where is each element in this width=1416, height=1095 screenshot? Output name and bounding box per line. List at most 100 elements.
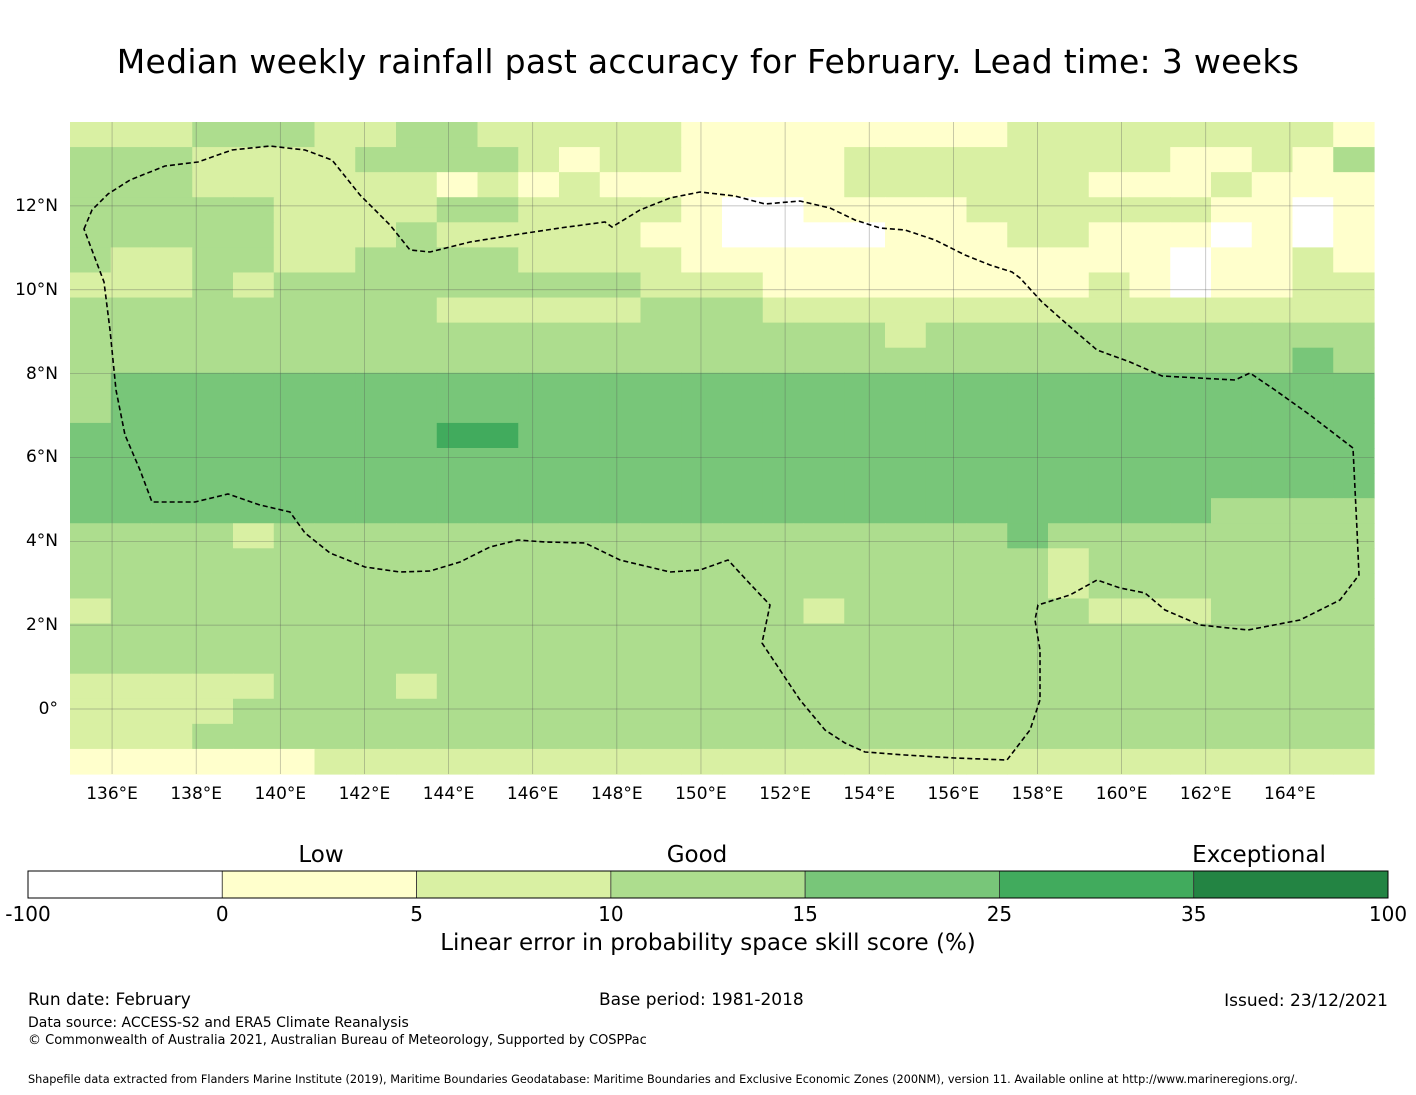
grid-cell bbox=[110, 297, 153, 324]
grid-cell bbox=[192, 573, 234, 600]
grid-cell bbox=[844, 698, 886, 725]
grid-cell bbox=[151, 448, 193, 474]
grid-cell bbox=[925, 197, 968, 223]
grid-cell bbox=[1211, 573, 1253, 600]
grid-cell bbox=[355, 272, 397, 299]
grid-cell bbox=[762, 422, 805, 449]
grid-cell bbox=[1251, 347, 1294, 374]
grid-cell bbox=[1088, 723, 1131, 750]
grid-cell bbox=[110, 648, 153, 675]
grid-cell bbox=[396, 523, 438, 549]
grid-cell bbox=[762, 247, 805, 274]
grid-cell bbox=[925, 347, 968, 374]
grid-cell bbox=[314, 322, 356, 349]
grid-cell bbox=[559, 673, 601, 700]
grid-cell bbox=[436, 347, 479, 374]
grid-cell bbox=[314, 122, 356, 148]
grid-cell bbox=[1211, 698, 1253, 725]
grid-cell bbox=[192, 498, 234, 524]
grid-cell bbox=[70, 473, 112, 499]
grid-cell bbox=[803, 372, 845, 399]
grid-cell bbox=[396, 573, 438, 600]
grid-cell bbox=[518, 573, 560, 600]
grid-cell bbox=[70, 448, 112, 474]
longitude-tick-label: 136°E bbox=[86, 784, 138, 804]
grid-cell bbox=[844, 272, 886, 299]
grid-cell bbox=[762, 297, 805, 324]
grid-cell bbox=[1170, 573, 1212, 600]
grid-cell bbox=[803, 147, 845, 173]
grid-cell bbox=[559, 723, 601, 750]
grid-cell bbox=[1048, 372, 1090, 399]
grid-cell bbox=[233, 147, 275, 173]
grid-cell bbox=[518, 297, 560, 324]
grid-cell bbox=[722, 598, 764, 625]
grid-cell bbox=[966, 723, 1008, 750]
grid-cell bbox=[844, 523, 886, 549]
grid-cell bbox=[640, 122, 682, 148]
grid-cell bbox=[722, 648, 764, 675]
grid-cell bbox=[762, 272, 805, 299]
grid-cell bbox=[640, 523, 682, 549]
grid-cell bbox=[681, 498, 723, 524]
grid-cell bbox=[885, 448, 927, 474]
longitude-tick-label: 140°E bbox=[254, 784, 307, 804]
grid-cell bbox=[1333, 222, 1375, 248]
grid-cell bbox=[314, 473, 356, 499]
grid-cell bbox=[559, 197, 601, 223]
grid-cell bbox=[477, 222, 519, 248]
grid-cell bbox=[1251, 247, 1294, 274]
grid-cell bbox=[844, 172, 886, 198]
grid-cell bbox=[192, 648, 234, 675]
longitude-tick-label: 160°E bbox=[1095, 784, 1148, 804]
grid-cell bbox=[273, 222, 316, 248]
grid-cell bbox=[1292, 297, 1334, 324]
grid-cell bbox=[233, 573, 275, 600]
grid-cell bbox=[640, 698, 682, 725]
grid-cell bbox=[1007, 448, 1049, 474]
grid-cell bbox=[640, 473, 682, 499]
grid-cell bbox=[436, 598, 479, 625]
grid-cell bbox=[1251, 422, 1294, 449]
grid-cell bbox=[70, 598, 112, 625]
grid-cell bbox=[925, 272, 968, 299]
grid-cell bbox=[844, 573, 886, 600]
grid-cell bbox=[844, 473, 886, 499]
longitude-tick-label: 142°E bbox=[338, 784, 391, 804]
grid-cell bbox=[273, 122, 316, 148]
grid-cell bbox=[1129, 422, 1171, 449]
grid-cell bbox=[518, 473, 560, 499]
grid-cell bbox=[1007, 247, 1049, 274]
grid-cell bbox=[1048, 573, 1090, 600]
grid-cell bbox=[1088, 197, 1131, 223]
grid-cell bbox=[273, 473, 316, 499]
grid-cell bbox=[803, 397, 845, 424]
grid-cell bbox=[885, 247, 927, 274]
grid-cell bbox=[1292, 473, 1334, 499]
grid-cell bbox=[640, 723, 682, 750]
grid-cell bbox=[1088, 498, 1131, 524]
grid-cell bbox=[1088, 247, 1131, 274]
grid-cell bbox=[70, 222, 112, 248]
grid-cell bbox=[1292, 197, 1334, 223]
grid-cell bbox=[803, 272, 845, 299]
grid-cell bbox=[722, 523, 764, 549]
grid-cell bbox=[1170, 297, 1212, 324]
grid-cell bbox=[151, 598, 193, 625]
grid-cell bbox=[396, 272, 438, 299]
grid-cell bbox=[599, 272, 642, 299]
grid-cell bbox=[110, 673, 153, 700]
grid-cell bbox=[355, 297, 397, 324]
grid-cell bbox=[925, 297, 968, 324]
grid-cell bbox=[70, 523, 112, 549]
latitude-tick-label: 4°N bbox=[25, 531, 58, 552]
grid-cell bbox=[1211, 197, 1253, 223]
grid-cell bbox=[599, 347, 642, 374]
grid-cell bbox=[844, 448, 886, 474]
grid-cell bbox=[885, 197, 927, 223]
grid-cell bbox=[844, 748, 886, 775]
grid-cell bbox=[1170, 197, 1212, 223]
grid-cell bbox=[885, 473, 927, 499]
grid-cell bbox=[151, 297, 193, 324]
grid-cell bbox=[273, 723, 316, 750]
